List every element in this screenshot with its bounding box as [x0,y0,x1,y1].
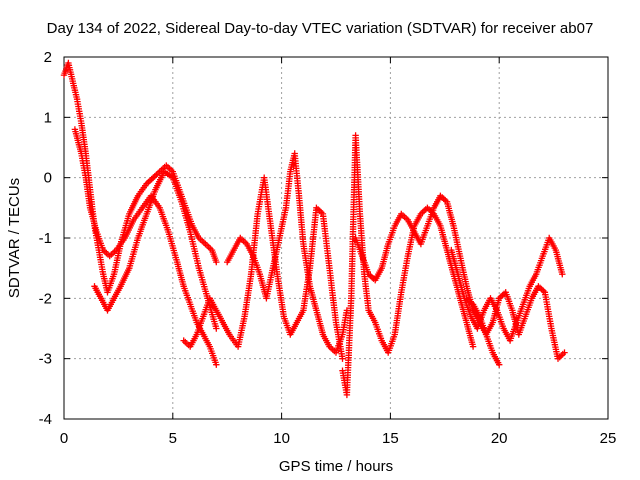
series-track-e [224,150,351,356]
plus-markers [463,283,568,362]
data-points [60,59,568,399]
y-tick-label: 2 [44,49,52,66]
x-tick-label: 10 [273,430,290,447]
x-tick-label: 15 [382,430,399,447]
y-tick-labels: -4 -3 -2 -1 0 1 2 [39,49,52,428]
x-tick-label: 20 [491,430,508,447]
y-tick-label: 0 [44,170,52,187]
plus-markers [180,174,346,362]
y-tick-label: -3 [39,351,52,368]
y-tick-label: -1 [39,230,52,247]
y-tick-label: -2 [39,290,52,307]
series-track-i [463,283,568,362]
axis-ticks [63,56,609,420]
x-tick-label: 0 [60,430,68,447]
x-tick-labels: 0 5 10 15 20 25 [60,430,617,447]
y-axis-label: SDTVAR / TECUs [6,178,23,298]
x-tick-label: 5 [169,430,177,447]
chart-title: Day 134 of 2022, Sidereal Day-to-day VTE… [47,20,594,37]
series-track-c [91,168,220,332]
series-track-f [339,132,477,399]
y-tick-label: -4 [39,411,52,428]
x-axis-label: GPS time / hours [279,458,393,475]
plus-markers [352,192,503,368]
series-track-h [448,234,566,344]
y-tick-label: 1 [44,109,52,126]
plus-markers [91,168,220,332]
plus-markers [224,150,351,356]
series-track-g [352,192,503,368]
x-tick-label: 25 [600,430,617,447]
series-track-d [180,174,346,362]
plus-markers [448,234,566,344]
plus-markers [339,132,477,399]
grid [64,57,608,419]
